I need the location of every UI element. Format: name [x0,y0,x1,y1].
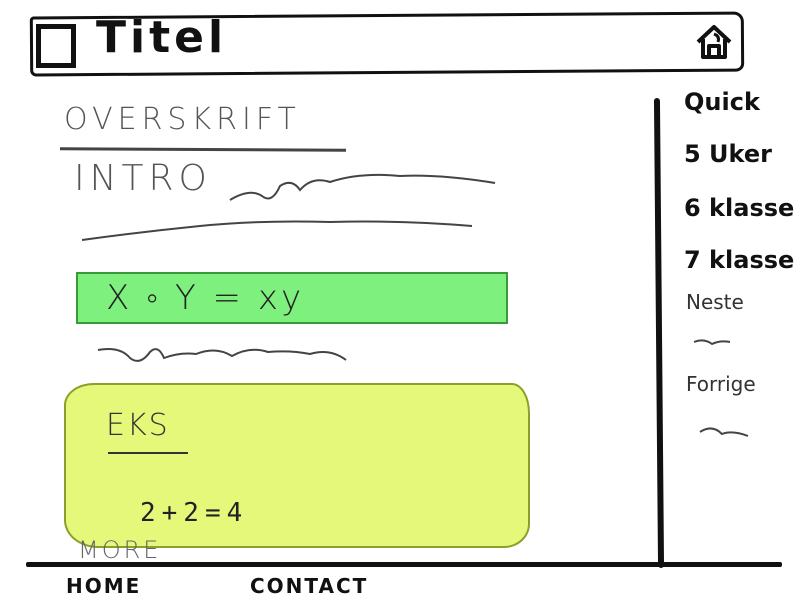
section-heading: OVERSKRIFT [64,102,301,137]
example-box [64,383,530,548]
sidebar-item-7-klasse[interactable]: 7 klasse [684,246,795,274]
example-label-underline [108,452,188,454]
example-equation: 2+2=4 [140,498,249,528]
square-icon[interactable] [36,24,76,68]
page-title: Titel [96,12,228,63]
footer-contact-link[interactable]: CONTACT [250,574,369,598]
footer-home-link[interactable]: HOME [66,574,142,598]
sidebar-previous-link[interactable]: Forrige [686,372,756,396]
more-link[interactable]: MORE [78,536,162,564]
sidebar-divider [653,97,665,569]
intro-label: INTRO [74,158,212,199]
example-label: EKS [106,408,170,443]
sidebar-next-link[interactable]: Neste [686,290,744,314]
formula-text: X ◦ Y = xy [106,278,305,318]
sidebar-item-6-klasse[interactable]: 6 klasse [684,194,795,222]
home-icon[interactable] [694,22,734,62]
heading-underline [59,147,347,152]
footer-divider [26,562,782,567]
sidebar-item-quick[interactable]: Quick [684,88,760,116]
sidebar-item-uker[interactable]: 5 Uker [684,140,772,168]
formula-highlight-box [76,272,508,324]
